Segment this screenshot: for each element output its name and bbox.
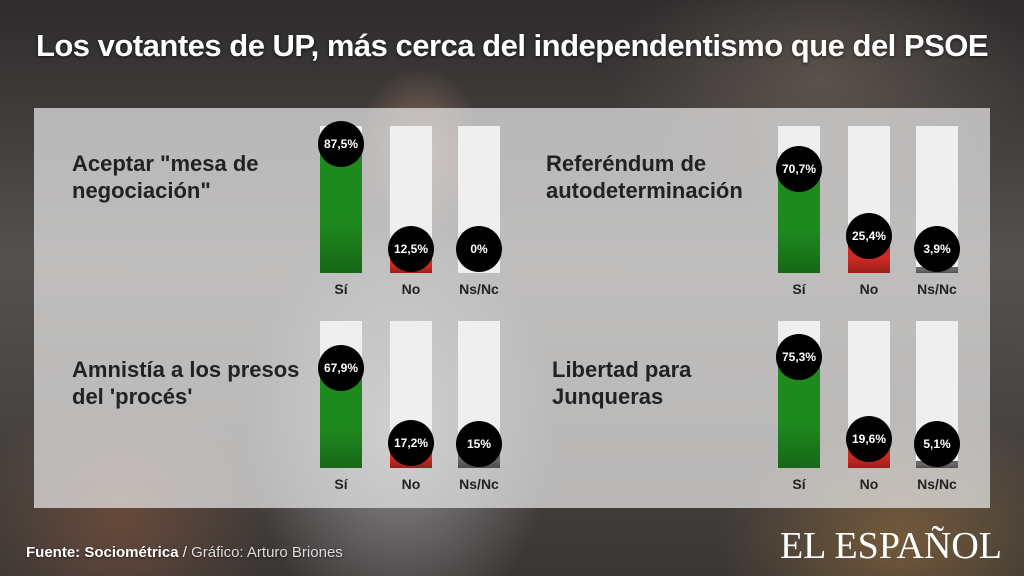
chart-title: Libertad para Junqueras [552, 357, 692, 409]
category-label-si: Sí [792, 476, 806, 492]
data-label-si: 67,9% [318, 345, 364, 392]
charts-panel: Aceptar "mesa de negociación" 87,5% Sí 12,5… [34, 108, 990, 508]
category-label-nsnc: Ns/Nc [459, 476, 499, 492]
data-label-si: 70,7% [776, 146, 822, 193]
category-label-si: Sí [792, 281, 806, 297]
el-espanol-logo: EL ESPAÑOL [779, 525, 1002, 567]
source-label: Fuente: Sociométrica [26, 544, 179, 561]
data-label-nsnc: 15% [456, 421, 502, 467]
footer: Fuente: Sociométrica / Gráfico: Arturo B… [26, 544, 343, 561]
data-label-nsnc: 0% [456, 226, 502, 272]
data-label-si: 87,5% [318, 121, 364, 168]
category-label-nsnc: Ns/Nc [917, 281, 957, 297]
data-label-nsnc: 3,9% [914, 226, 960, 272]
page-title: Los votantes de UP, más cerca del indepe… [35, 28, 989, 63]
category-label-nsnc: Ns/Nc [459, 281, 499, 297]
category-label-si: Sí [334, 476, 348, 492]
data-label-si: 75,3% [776, 334, 822, 381]
data-label-no: 19,6% [846, 416, 892, 463]
chart-title: Referéndum de autodeterminación [546, 151, 743, 203]
category-label-no: No [401, 281, 421, 297]
credit-label: Gráfico: Arturo Briones [191, 544, 343, 561]
bar-track-si [320, 321, 362, 468]
data-label-no: 17,2% [388, 419, 434, 466]
data-label-no: 25,4% [846, 212, 892, 259]
footer-separator: / [178, 544, 192, 561]
chart-title: Aceptar "mesa de negociación" [72, 151, 259, 203]
category-label-si: Sí [334, 281, 348, 297]
data-label-nsnc: 5,1% [914, 421, 960, 467]
chart-title: Amnistía a los presos del 'procés' [72, 357, 300, 409]
category-label-nsnc: Ns/Nc [917, 476, 957, 492]
data-label-no: 12,5% [388, 226, 434, 272]
category-label-no: No [859, 281, 879, 297]
category-label-no: No [859, 476, 879, 492]
category-label-no: No [401, 476, 421, 492]
